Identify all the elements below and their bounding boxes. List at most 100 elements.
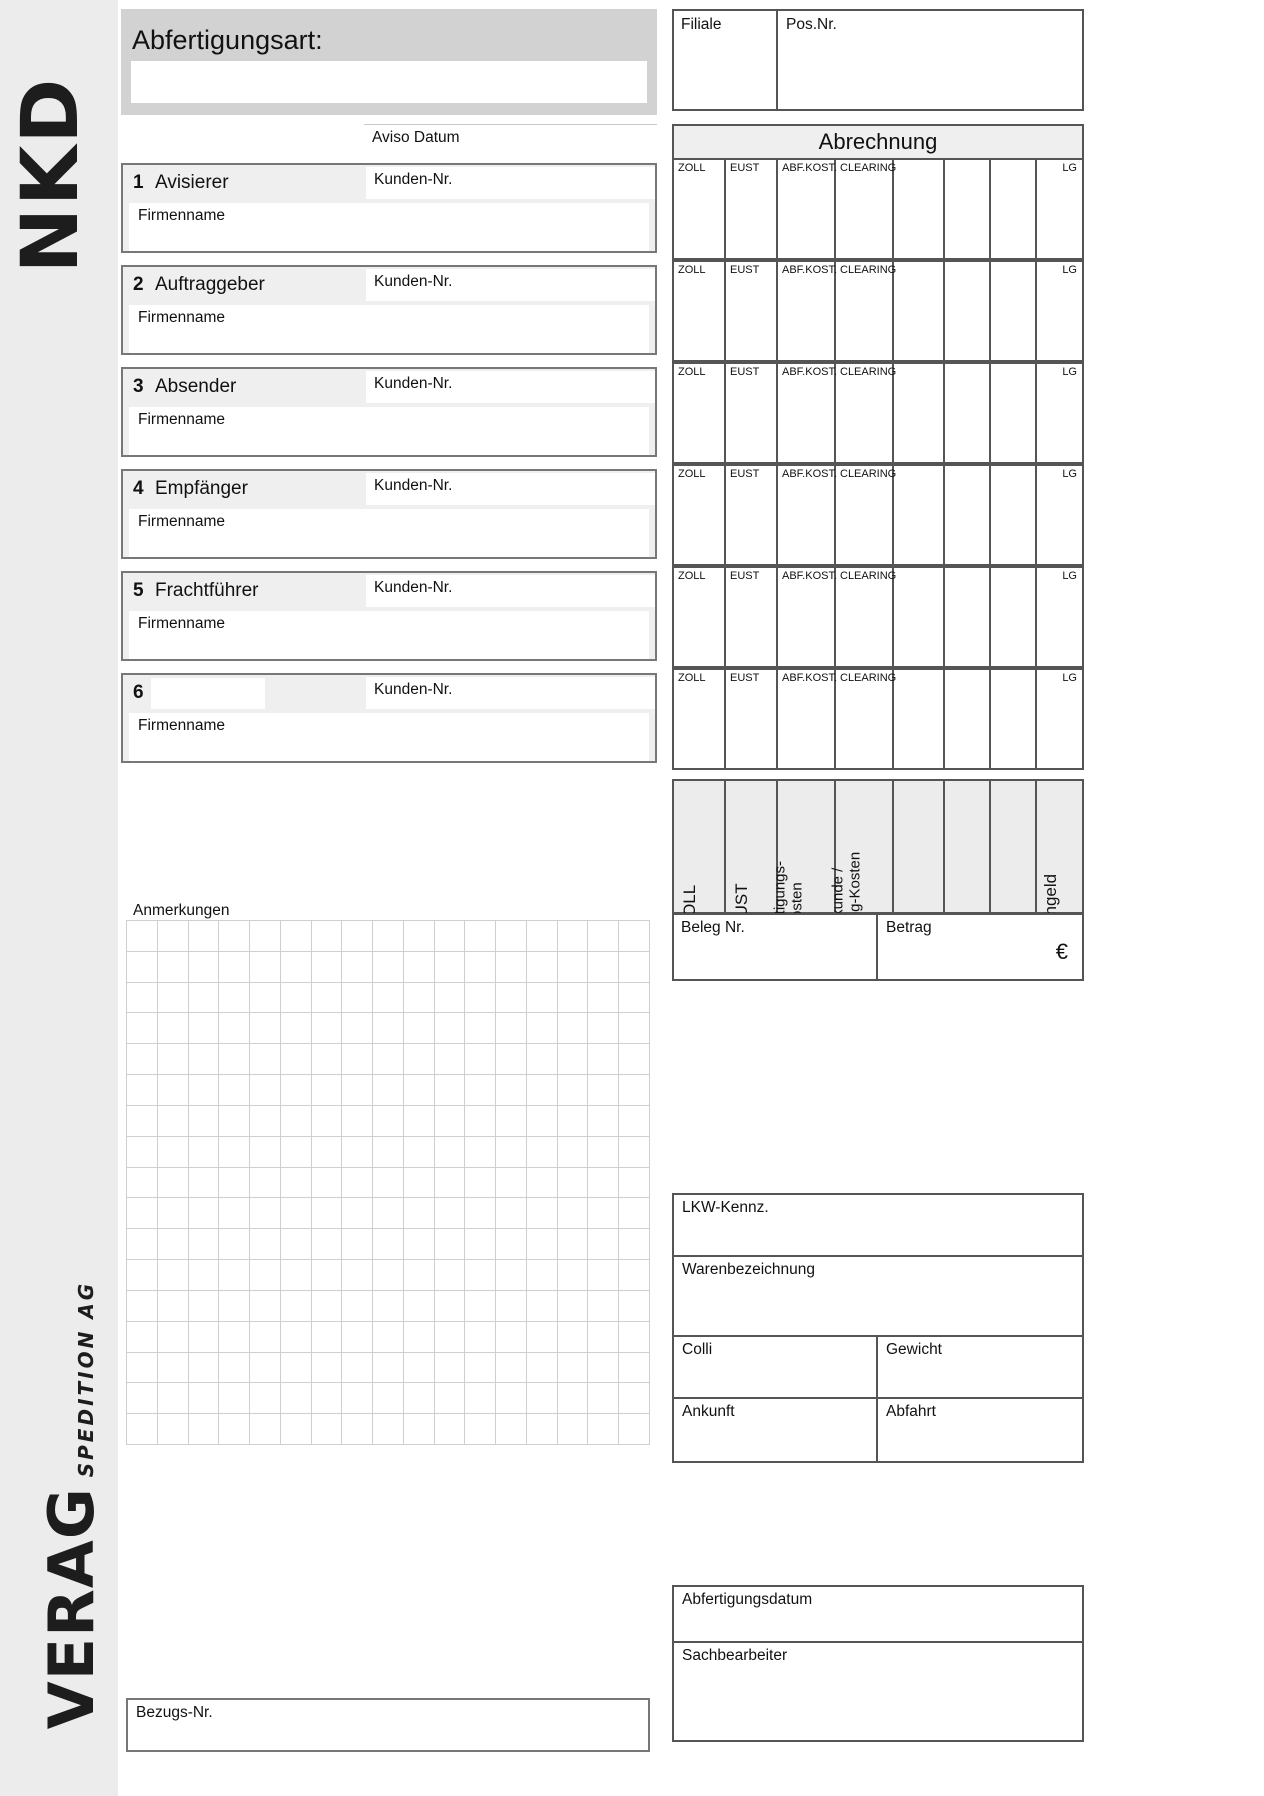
- aviso-datum-field[interactable]: Aviso Datum: [364, 124, 657, 158]
- anmerkungen-cell[interactable]: [526, 1198, 558, 1230]
- anmerkungen-cell[interactable]: [219, 1414, 251, 1445]
- anmerkungen-cell[interactable]: [588, 1013, 620, 1045]
- anmerkungen-cell[interactable]: [373, 1198, 404, 1230]
- anmerkungen-cell[interactable]: [465, 1352, 497, 1384]
- abrechnung-cell-1-5[interactable]: [894, 160, 945, 258]
- anmerkungen-cell[interactable]: [465, 1075, 497, 1106]
- lkw-kennz-field[interactable]: LKW-Kennz.: [674, 1195, 1082, 1255]
- anmerkungen-cell[interactable]: [588, 1198, 620, 1230]
- abrechnung-cell-6-4[interactable]: CLEARING: [836, 670, 896, 768]
- anmerkungen-cell[interactable]: [557, 1229, 589, 1261]
- abrechnung-cell-3-7[interactable]: [991, 364, 1037, 462]
- anmerkungen-cell[interactable]: [342, 982, 374, 1014]
- anmerkungen-cell[interactable]: [127, 951, 158, 983]
- anmerkungen-cell[interactable]: [619, 921, 650, 952]
- anmerkungen-cell[interactable]: [311, 1105, 343, 1137]
- anmerkungen-cell[interactable]: [434, 1414, 466, 1445]
- anmerkungen-cell[interactable]: [403, 1260, 435, 1291]
- anmerkungen-cell[interactable]: [403, 1136, 435, 1168]
- anmerkungen-cell[interactable]: [127, 982, 158, 1014]
- anmerkungen-cell[interactable]: [619, 1290, 650, 1322]
- anmerkungen-cell[interactable]: [373, 982, 404, 1014]
- anmerkungen-cell[interactable]: [434, 921, 466, 952]
- gewicht-field[interactable]: Gewicht: [878, 1337, 1082, 1397]
- anmerkungen-cell[interactable]: [250, 982, 281, 1014]
- anmerkungen-cell[interactable]: [157, 1075, 189, 1106]
- anmerkungen-cell[interactable]: [157, 1383, 189, 1415]
- anmerkungen-cell[interactable]: [619, 1321, 650, 1353]
- anmerkungen-cell[interactable]: [496, 1229, 527, 1261]
- abrechnung-cell-5-3[interactable]: ABF.KOST.: [778, 568, 837, 666]
- anmerkungen-cell[interactable]: [434, 1167, 466, 1199]
- anmerkungen-cell[interactable]: [434, 1229, 466, 1261]
- anmerkungen-cell[interactable]: [403, 1414, 435, 1445]
- anmerkungen-cell[interactable]: [157, 1044, 189, 1076]
- abrechnung-cell-2-6[interactable]: [945, 262, 991, 360]
- anmerkungen-cell[interactable]: [403, 1321, 435, 1353]
- anmerkungen-cell[interactable]: [526, 1290, 558, 1322]
- anmerkungen-cell[interactable]: [311, 1075, 343, 1106]
- anmerkungen-cell[interactable]: [157, 1290, 189, 1322]
- anmerkungen-cell[interactable]: [280, 982, 312, 1014]
- anmerkungen-cell[interactable]: [373, 1105, 404, 1137]
- anmerkungen-cell[interactable]: [127, 1013, 158, 1045]
- anmerkungen-cell[interactable]: [127, 1229, 158, 1261]
- anmerkungen-cell[interactable]: [465, 982, 497, 1014]
- abrechnung-cell-5-1[interactable]: ZOLL: [674, 568, 726, 666]
- anmerkungen-cell[interactable]: [342, 1229, 374, 1261]
- anmerkungen-cell[interactable]: [588, 1290, 620, 1322]
- anmerkungen-cell[interactable]: [311, 1136, 343, 1168]
- anmerkungen-cell[interactable]: [157, 1352, 189, 1384]
- anmerkungen-cell[interactable]: [311, 1383, 343, 1415]
- anmerkungen-cell[interactable]: [403, 1383, 435, 1415]
- abrechnung-cell-3-5[interactable]: [894, 364, 945, 462]
- anmerkungen-cell[interactable]: [127, 1198, 158, 1230]
- anmerkungen-cell[interactable]: [619, 1075, 650, 1106]
- anmerkungen-grid[interactable]: [126, 920, 650, 1445]
- anmerkungen-cell[interactable]: [188, 1013, 220, 1045]
- anmerkungen-cell[interactable]: [465, 1321, 497, 1353]
- anmerkungen-cell[interactable]: [311, 1198, 343, 1230]
- anmerkungen-cell[interactable]: [311, 1352, 343, 1384]
- anmerkungen-cell[interactable]: [250, 1167, 281, 1199]
- anmerkungen-cell[interactable]: [280, 1075, 312, 1106]
- anmerkungen-cell[interactable]: [188, 1260, 220, 1291]
- anmerkungen-cell[interactable]: [557, 1136, 589, 1168]
- anmerkungen-cell[interactable]: [588, 1383, 620, 1415]
- anmerkungen-cell[interactable]: [311, 1044, 343, 1076]
- anmerkungen-cell[interactable]: [465, 1105, 497, 1137]
- anmerkungen-cell[interactable]: [219, 982, 251, 1014]
- anmerkungen-cell[interactable]: [465, 1290, 497, 1322]
- kunden-nr-field-6[interactable]: Kunden-Nr.: [366, 677, 655, 709]
- anmerkungen-cell[interactable]: [219, 1136, 251, 1168]
- anmerkungen-cell[interactable]: [219, 951, 251, 983]
- anmerkungen-cell[interactable]: [619, 982, 650, 1014]
- anmerkungen-cell[interactable]: [127, 1075, 158, 1106]
- anmerkungen-cell[interactable]: [250, 1229, 281, 1261]
- anmerkungen-cell[interactable]: [219, 1075, 251, 1106]
- anmerkungen-cell[interactable]: [496, 1198, 527, 1230]
- anmerkungen-cell[interactable]: [526, 1013, 558, 1045]
- anmerkungen-cell[interactable]: [526, 951, 558, 983]
- anmerkungen-cell[interactable]: [157, 951, 189, 983]
- anmerkungen-cell[interactable]: [127, 1260, 158, 1291]
- anmerkungen-cell[interactable]: [465, 1260, 497, 1291]
- abrechnung-cell-4-4[interactable]: CLEARING: [836, 466, 896, 564]
- anmerkungen-cell[interactable]: [127, 1383, 158, 1415]
- anmerkungen-cell[interactable]: [373, 1260, 404, 1291]
- anmerkungen-cell[interactable]: [588, 1414, 620, 1445]
- abrechnung-cell-6-3[interactable]: ABF.KOST.: [778, 670, 837, 768]
- anmerkungen-cell[interactable]: [280, 1198, 312, 1230]
- abrechnung-cell-4-6[interactable]: [945, 466, 991, 564]
- anmerkungen-cell[interactable]: [280, 951, 312, 983]
- anmerkungen-cell[interactable]: [465, 1229, 497, 1261]
- anmerkungen-cell[interactable]: [526, 1352, 558, 1384]
- anmerkungen-cell[interactable]: [557, 1167, 589, 1199]
- anmerkungen-cell[interactable]: [496, 1013, 527, 1045]
- firmenname-field-2[interactable]: Firmenname: [129, 305, 649, 353]
- anmerkungen-cell[interactable]: [496, 1044, 527, 1076]
- anmerkungen-cell[interactable]: [588, 1136, 620, 1168]
- anmerkungen-cell[interactable]: [342, 951, 374, 983]
- anmerkungen-cell[interactable]: [496, 951, 527, 983]
- anmerkungen-cell[interactable]: [157, 1136, 189, 1168]
